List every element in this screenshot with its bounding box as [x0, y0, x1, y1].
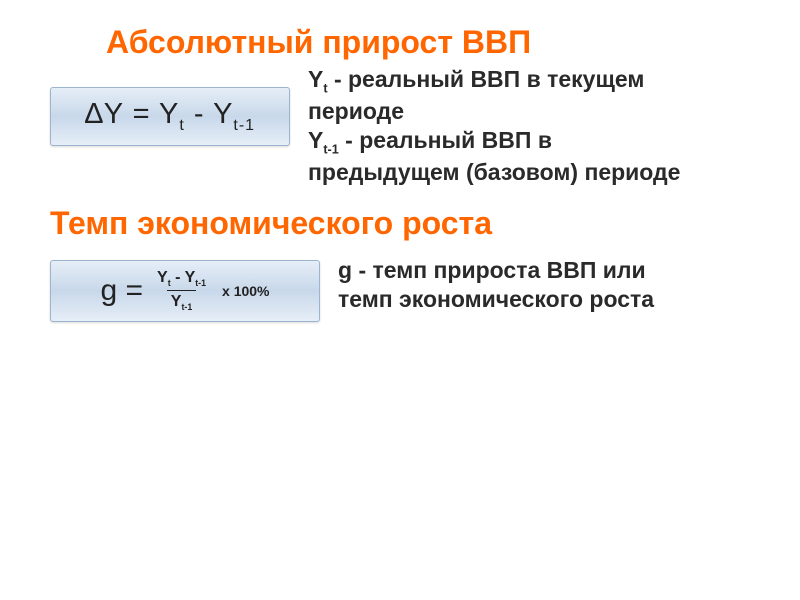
formula-absolute-growth: ∆Y = Yt - Yt-1 [50, 87, 290, 146]
frac-num-yt1-sub: t-1 [195, 278, 206, 288]
formula2-g-eq: g = [100, 274, 143, 308]
formula1-part1: ∆Y = Y [85, 98, 179, 130]
formula2-fraction: Yt - Yt-1 Yt-1 [153, 269, 210, 313]
desc2-line2: темп экономического роста [338, 285, 654, 314]
desc1-yt-text: - реальный ВВП в текущем периоде [308, 66, 644, 124]
desc2-line1: g - темп прироста ВВП или [338, 256, 654, 285]
formula2-times100: x 100% [222, 283, 269, 299]
desc1-yt1-text: - реальный ВВП в предыдущем (базовом) пе… [308, 127, 680, 185]
formula-growth-rate: g = Yt - Yt-1 Yt-1 x 100% [50, 260, 320, 322]
section2-description: g - темп прироста ВВП или темп экономиче… [338, 256, 654, 314]
section1-row: ∆Y = Yt - Yt-1 Yt - реальный ВВП в текущ… [50, 65, 750, 187]
formula1-part2: - Y [185, 98, 234, 130]
formula1-sub-t1: t-1 [233, 117, 255, 134]
desc1-yt1-sub: t-1 [323, 143, 338, 157]
desc1-yt: Y [308, 66, 323, 92]
frac-den-y: Y [171, 293, 182, 310]
section1-title: Абсолютный прирост ВВП [106, 24, 750, 61]
section2-row: g = Yt - Yt-1 Yt-1 x 100% g - темп приро… [50, 250, 750, 322]
section2-title: Темп экономического роста [50, 205, 750, 242]
frac-num-mid: - Y [171, 269, 196, 286]
frac-num-yt: Y [157, 269, 168, 286]
frac-den-sub: t-1 [181, 303, 192, 313]
desc1-yt1: Y [308, 127, 323, 153]
section1-description: Yt - реальный ВВП в текущем периоде Yt-1… [308, 65, 698, 187]
